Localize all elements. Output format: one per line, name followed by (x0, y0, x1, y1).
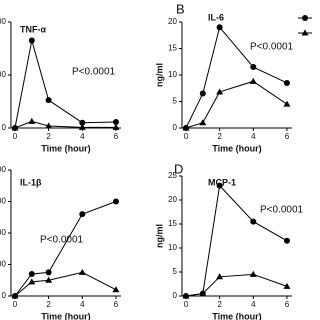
panel-title: IL-1β (20, 177, 42, 187)
x-tick-label: 0 (13, 132, 18, 141)
point (199, 119, 207, 126)
y-tick-label: 5 (173, 267, 178, 276)
y-tick-label: 20 (168, 17, 177, 26)
legend-marker (301, 29, 309, 36)
panel-letter: B (176, 1, 185, 16)
y-tick-label: 15 (168, 44, 177, 53)
point (250, 64, 257, 71)
panel-title: MCP-1 (208, 177, 236, 187)
point (249, 77, 257, 84)
annotation: P<0.0001 (72, 67, 116, 78)
annotation: P<0.0001 (40, 235, 84, 246)
y-tick-label: 15 (168, 219, 177, 228)
point (250, 218, 257, 225)
y-axis-label: ng/ml (154, 63, 164, 87)
x-tick-label: 4 (251, 300, 256, 309)
x-axis-label: Time (hour) (41, 143, 90, 153)
x-tick-label: 2 (46, 300, 51, 309)
point (283, 100, 291, 107)
point (216, 88, 224, 95)
point (182, 292, 190, 299)
x-tick-label: 2 (217, 132, 222, 141)
point (45, 276, 53, 283)
panel-title: TNF-α (20, 24, 46, 34)
point (112, 123, 120, 130)
series-line (185, 80, 288, 129)
annotation: P<0.0001 (250, 42, 294, 53)
y-tick-label: 600 (0, 197, 7, 206)
point (112, 286, 120, 293)
point (78, 123, 86, 130)
y-tick-label: 400 (0, 228, 7, 237)
point (28, 278, 36, 285)
panel-title: IL-6 (208, 12, 224, 22)
point (216, 24, 223, 31)
y-tick-label: 0 (2, 291, 7, 300)
point (249, 270, 257, 277)
point (216, 182, 223, 189)
x-axis-label: Time (hour) (212, 311, 261, 320)
x-axis-label: Time (hour) (41, 311, 90, 320)
x-tick-label: 6 (114, 132, 119, 141)
x-tick-label: 2 (46, 132, 51, 141)
x-axis-label: Time (hour) (212, 143, 261, 153)
point (45, 122, 53, 129)
x-tick-label: 0 (184, 300, 189, 309)
y-tick-label: 0 (2, 123, 7, 132)
y-tick-label: 25 (168, 171, 177, 180)
y-tick-label: 0 (173, 291, 178, 300)
x-tick-label: 6 (285, 300, 290, 309)
point (78, 268, 86, 275)
point (199, 290, 207, 297)
point (182, 124, 190, 131)
x-tick-label: 4 (80, 132, 85, 141)
point (11, 292, 19, 299)
y-tick-label: 10 (168, 70, 177, 79)
point (112, 198, 119, 205)
y-tick-label: 0 (173, 123, 178, 132)
y-tick-label: 800 (0, 17, 7, 26)
y-tick-label: 5 (173, 97, 178, 106)
x-tick-label: 6 (114, 300, 119, 309)
x-tick-label: 6 (285, 132, 290, 141)
y-tick-label: 800 (0, 165, 7, 174)
series-line (14, 40, 116, 129)
panel-letter: D (174, 161, 183, 176)
annotation: P<0.0001 (260, 205, 304, 216)
y-tick-label: 200 (0, 260, 7, 269)
x-tick-label: 4 (80, 300, 85, 309)
point (79, 211, 86, 218)
point (283, 237, 290, 244)
y-tick-label: 20 (168, 195, 177, 204)
y-tick-label: 400 (0, 70, 7, 79)
point (283, 282, 291, 289)
point (112, 119, 119, 126)
legend-marker (302, 15, 308, 21)
y-tick-label: 10 (168, 243, 177, 252)
x-tick-label: 4 (251, 132, 256, 141)
point (283, 79, 290, 86)
x-tick-label: 0 (13, 300, 18, 309)
x-tick-label: 0 (184, 132, 189, 141)
point (11, 124, 19, 131)
y-axis-label: ng/ml (154, 224, 164, 248)
point (28, 117, 36, 124)
point (28, 270, 35, 277)
point (199, 90, 206, 97)
point (216, 273, 224, 280)
point (45, 97, 52, 104)
x-tick-label: 2 (217, 300, 222, 309)
series-line (185, 184, 288, 297)
point (79, 119, 86, 126)
point (28, 37, 35, 44)
point (45, 269, 52, 276)
